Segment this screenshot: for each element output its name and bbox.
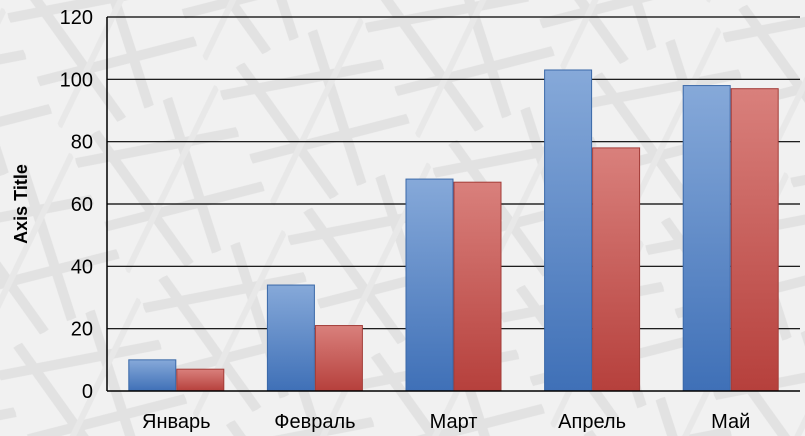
x-tick-label: Март <box>430 411 478 433</box>
y-axis-tick-labels: 0 20 40 60 80 100 120 <box>60 7 93 403</box>
y-axis-title: Axis Title <box>11 164 31 244</box>
x-tick-label: Февраль <box>274 411 355 433</box>
y-tick-label: 60 <box>71 194 93 216</box>
bar-series-1-5 <box>682 85 731 392</box>
bar-series-2-2 <box>314 325 363 392</box>
bar-series-2-4 <box>592 147 641 392</box>
bar-series <box>128 69 779 392</box>
y-tick-label: 0 <box>82 381 93 403</box>
axes <box>106 17 800 392</box>
bar-series-2-3 <box>453 181 502 392</box>
bar-series-2-1 <box>176 368 225 392</box>
bar-series-1-3 <box>405 178 454 392</box>
bar-series-1-4 <box>544 69 593 392</box>
x-axis-tick-labels: Январь Февраль Март Апрель Май <box>142 411 750 433</box>
y-tick-label: 20 <box>71 319 93 341</box>
y-tick-label: 120 <box>60 7 93 29</box>
y-tick-label: 100 <box>60 69 93 91</box>
x-tick-label: Апрель <box>558 411 626 433</box>
y-tick-label: 40 <box>71 256 93 278</box>
bar-series-1-2 <box>266 284 315 392</box>
x-tick-label: Май <box>711 411 750 433</box>
y-tick-label: 80 <box>71 132 93 154</box>
bar-series-1-1 <box>128 359 177 392</box>
x-tick-label: Январь <box>142 411 211 433</box>
bar-series-2-5 <box>730 88 779 392</box>
